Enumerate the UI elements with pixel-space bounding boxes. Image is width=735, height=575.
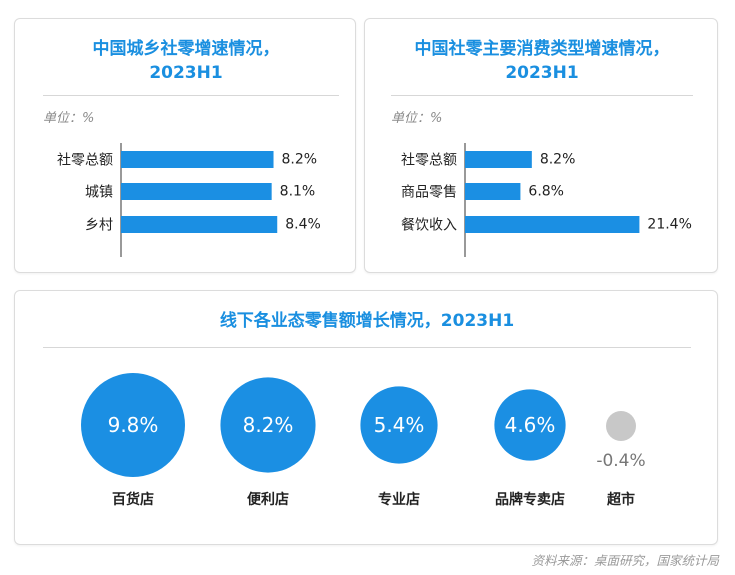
- left-chart-title-line1: 中国城乡社零增速情况，: [92, 39, 280, 59]
- bubble-chart: 9.8% 百货店 8.2% 便利店 5.4% 专业店 4.6% 品牌专卖店 -0.4% 超市: [81, 373, 646, 508]
- bubble-category-label: 便利店: [247, 491, 289, 508]
- right-chart-title-line2: 2023H1: [505, 63, 579, 83]
- right-value-label: 6.8%: [528, 184, 564, 200]
- bubble-category-label: 超市: [606, 491, 635, 508]
- bubble-value-label: 8.2%: [243, 413, 294, 437]
- bubble-chart-title: 线下各业态零售额增长情况，2023H1: [219, 311, 515, 331]
- left-chart-unit: 单位：%: [43, 111, 95, 126]
- left-value-label: 8.1%: [280, 184, 316, 200]
- bubble-negative: [606, 411, 636, 441]
- right-chart-title-line1: 中国社零主要消费类型增速情况，: [414, 39, 670, 59]
- bubble-value-label: 9.8%: [108, 413, 159, 437]
- right-value-label: 8.2%: [540, 152, 576, 168]
- right-category-label: 餐饮收入: [401, 218, 457, 234]
- right-category-label: 商品零售: [401, 185, 457, 201]
- left-category-label: 社零总额: [57, 153, 113, 169]
- left-chart-divider: [43, 95, 339, 96]
- bubble-value-label: 5.4%: [374, 413, 425, 437]
- left-chart-card: 中国城乡社零增速情况， 2023H1 单位：% 社零总额 8.2% 城镇 8.1% 乡村…: [14, 18, 356, 273]
- left-bar-chart: 社零总额 8.2% 城镇 8.1% 乡村 8.4%: [57, 143, 321, 257]
- left-category-label: 乡村: [85, 218, 113, 234]
- right-bar: [465, 183, 521, 200]
- right-bar-chart: 社零总额 8.2% 商品零售 6.8% 餐饮收入 21.4%: [401, 143, 692, 257]
- bubble-chart-card: 线下各业态零售额增长情况，2023H1 9.8% 百货店 8.2% 便利店 5.4% 专业…: [14, 290, 718, 545]
- left-value-label: 8.2%: [282, 152, 318, 168]
- right-chart-title: 中国社零主要消费类型增速情况， 2023H1: [365, 37, 719, 85]
- right-category-label: 社零总额: [401, 153, 457, 169]
- right-value-label: 21.4%: [647, 217, 691, 233]
- left-bar: [121, 183, 272, 200]
- bubble-value-label: 4.6%: [505, 413, 556, 437]
- bubble-category-label: 专业店: [378, 491, 420, 508]
- right-chart-divider: [391, 95, 693, 96]
- bubble: [220, 377, 316, 473]
- bubble-category-label: 百货店: [112, 491, 154, 508]
- source-note: 资料来源：桌面研究，国家统计局: [531, 553, 719, 568]
- left-chart-title-line2: 2023H1: [149, 63, 223, 83]
- left-bar: [121, 216, 278, 233]
- bubble-category-label: 品牌专卖店: [495, 491, 565, 508]
- right-bar: [465, 151, 532, 168]
- bubble: [81, 373, 185, 477]
- right-bar: [465, 216, 640, 233]
- bubble-chart-divider: [43, 347, 691, 348]
- bubble-value-label: -0.4%: [596, 451, 645, 471]
- bubble: [360, 386, 438, 464]
- left-category-label: 城镇: [85, 185, 113, 201]
- bubble: [494, 389, 566, 461]
- left-value-label: 8.4%: [285, 217, 321, 233]
- left-chart-title: 中国城乡社零增速情况， 2023H1: [15, 37, 357, 85]
- left-bar: [121, 151, 274, 168]
- right-chart-card: 中国社零主要消费类型增速情况， 2023H1 单位：% 社零总额 8.2% 商品零售…: [364, 18, 718, 273]
- right-chart-unit: 单位：%: [391, 111, 443, 126]
